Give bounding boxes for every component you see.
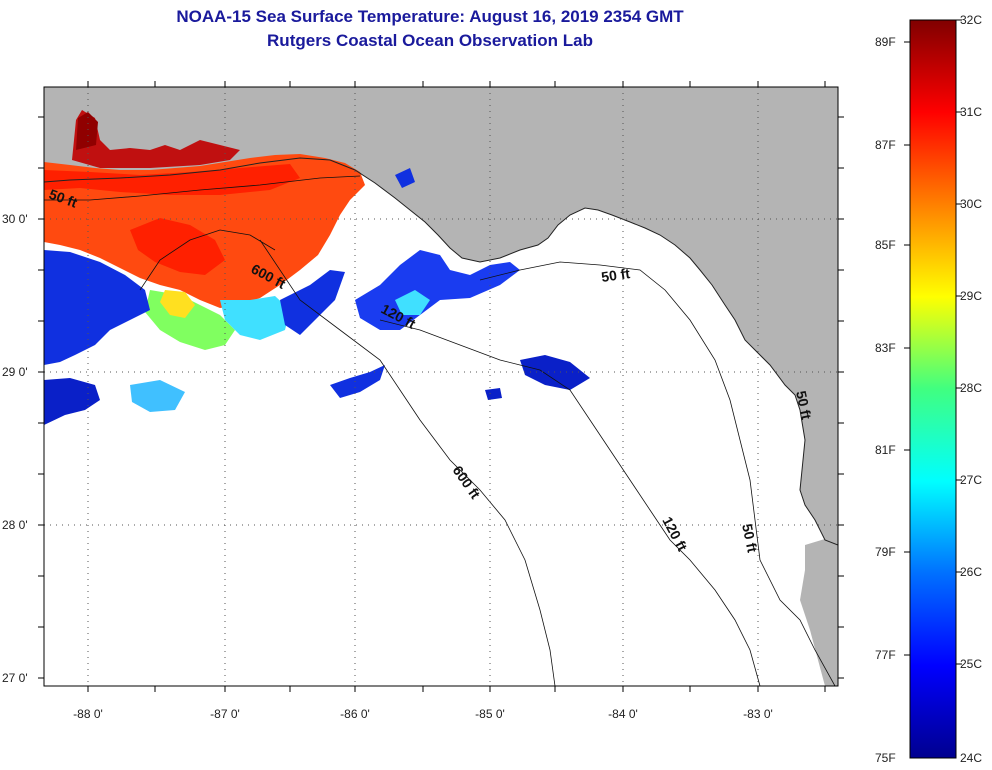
contour-600ft-west: [139, 229, 276, 291]
colorbar-c-label: 25C: [960, 657, 982, 671]
sst-cool-patch: [485, 388, 502, 400]
lon-label: -88 0': [73, 707, 103, 721]
colorbar-c-label: 24C: [960, 751, 982, 765]
colorbar-f-label: 87F: [875, 138, 896, 152]
sst-mid-patch: [395, 290, 430, 315]
colorbar-f-label: 77F: [875, 648, 896, 662]
lon-label: -84 0': [608, 707, 638, 721]
colorbar-c-label: 30C: [960, 197, 982, 211]
colorbar-f-label: 85F: [875, 238, 896, 252]
lat-label: 27 0': [2, 671, 28, 685]
colorbar-c-label: 31C: [960, 105, 982, 119]
grid-lines: [44, 87, 838, 686]
sst-cool-patch: [130, 380, 185, 412]
colorbar-ticks: [904, 19, 962, 665]
colorbar-f-label: 79F: [875, 545, 896, 559]
colorbar-c-label: 32C: [960, 13, 982, 27]
map-subtitle: Rutgers Coastal Ocean Observation Lab: [267, 31, 593, 50]
colorbar-c-label: 28C: [960, 381, 982, 395]
lat-label: 28 0': [2, 518, 28, 532]
sst-cool-belt: [44, 250, 150, 365]
map-frame: [43, 86, 839, 687]
lon-label: -87 0': [210, 707, 240, 721]
land-mass: [44, 87, 838, 545]
sst-cool-patch: [355, 250, 520, 330]
lat-label: 29 0': [2, 365, 28, 379]
depth-label: 50 ft: [600, 265, 631, 285]
bay-hottest-area: [76, 112, 98, 150]
colorbar-f-label: 75F: [875, 751, 896, 765]
lat-label: 30 0': [2, 212, 28, 226]
lon-label: -83 0': [743, 707, 773, 721]
colorbar-f-label: 81F: [875, 443, 896, 457]
sst-cool-patch: [44, 378, 100, 425]
contour-120ft: [379, 319, 761, 686]
depth-label: 50 ft: [793, 389, 815, 421]
sst-mid-patch: [220, 296, 290, 340]
colorbar-c-label: 29C: [960, 289, 982, 303]
colorbar-f-label: 89F: [875, 35, 896, 49]
sst-warm-band: [44, 154, 365, 308]
axis-ticks: [38, 81, 844, 692]
contour-50ft: [479, 261, 836, 686]
depth-label: 50 ft: [739, 522, 761, 554]
colorbar-f-label: 83F: [875, 341, 896, 355]
sst-mid-patch: [160, 290, 195, 318]
coastline: [44, 157, 838, 546]
bay-hot-area: [72, 110, 240, 168]
sst-hot-patch: [130, 218, 225, 275]
sst-cool-patch: [395, 168, 415, 188]
sst-cool-belt: [280, 270, 345, 335]
map-title: NOAA-15 Sea Surface Temperature: August …: [176, 7, 684, 26]
lon-label: -85 0': [475, 707, 505, 721]
lon-label: -86 0': [340, 707, 370, 721]
contour-600ft: [259, 239, 556, 686]
colorbar-c-label: 26C: [960, 565, 982, 579]
colorbar: [909, 19, 957, 759]
colorbar-c-label: 27C: [960, 473, 982, 487]
contour-50ft-west: [44, 175, 361, 201]
sst-cool-patch: [330, 365, 385, 398]
peninsula-land: [800, 535, 838, 686]
